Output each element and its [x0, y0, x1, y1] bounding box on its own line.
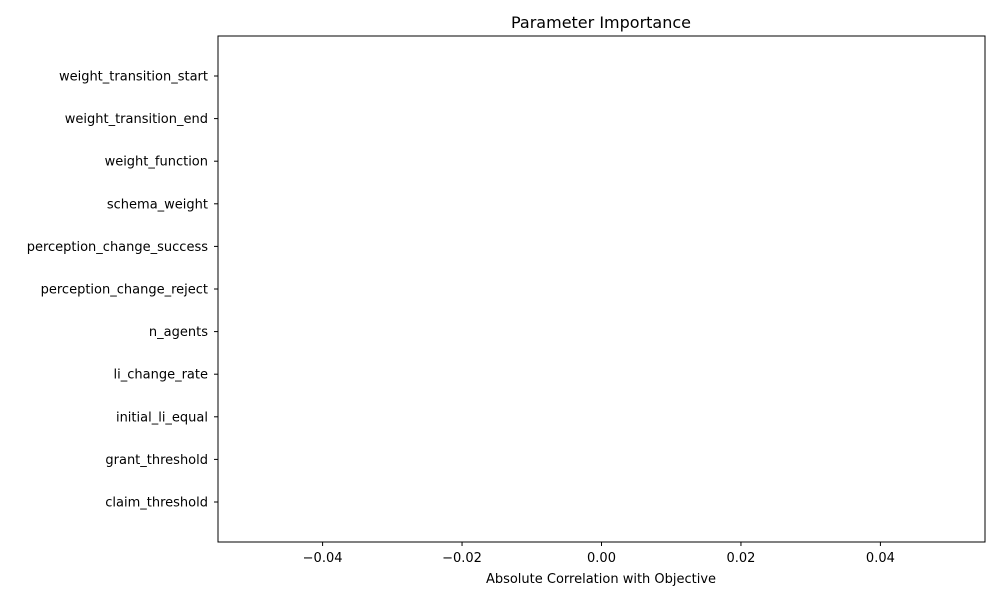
- chart-title: Parameter Importance: [511, 13, 691, 32]
- y-tick-label: weight_transition_end: [65, 112, 208, 127]
- y-tick-label: schema_weight: [107, 197, 208, 212]
- y-tick-label: claim_threshold: [105, 496, 208, 511]
- y-tick-label: n_agents: [149, 325, 208, 340]
- x-tick-label: 0.04: [866, 551, 895, 566]
- y-tick-label: li_change_rate: [114, 368, 208, 383]
- x-tick-label: −0.02: [442, 551, 482, 566]
- y-tick-label: initial_li_equal: [116, 410, 208, 425]
- x-axis-label: Absolute Correlation with Objective: [486, 572, 716, 587]
- y-tick-label: grant_threshold: [105, 453, 208, 468]
- x-tick-label: 0.00: [587, 551, 616, 566]
- x-axis: −0.04 −0.02 0.00 0.02 0.04: [303, 542, 895, 566]
- x-tick-label: −0.04: [303, 551, 343, 566]
- plot-area-frame: [217, 35, 986, 543]
- y-tick-label: perception_change_reject: [41, 283, 208, 298]
- x-tick-label: 0.02: [726, 551, 755, 566]
- y-tick-label: perception_change_success: [27, 240, 209, 255]
- y-tick-label: weight_transition_start: [59, 70, 208, 85]
- y-axis: claim_threshold grant_threshold initial_li…: [27, 70, 218, 511]
- y-tick-label: weight_function: [105, 155, 208, 170]
